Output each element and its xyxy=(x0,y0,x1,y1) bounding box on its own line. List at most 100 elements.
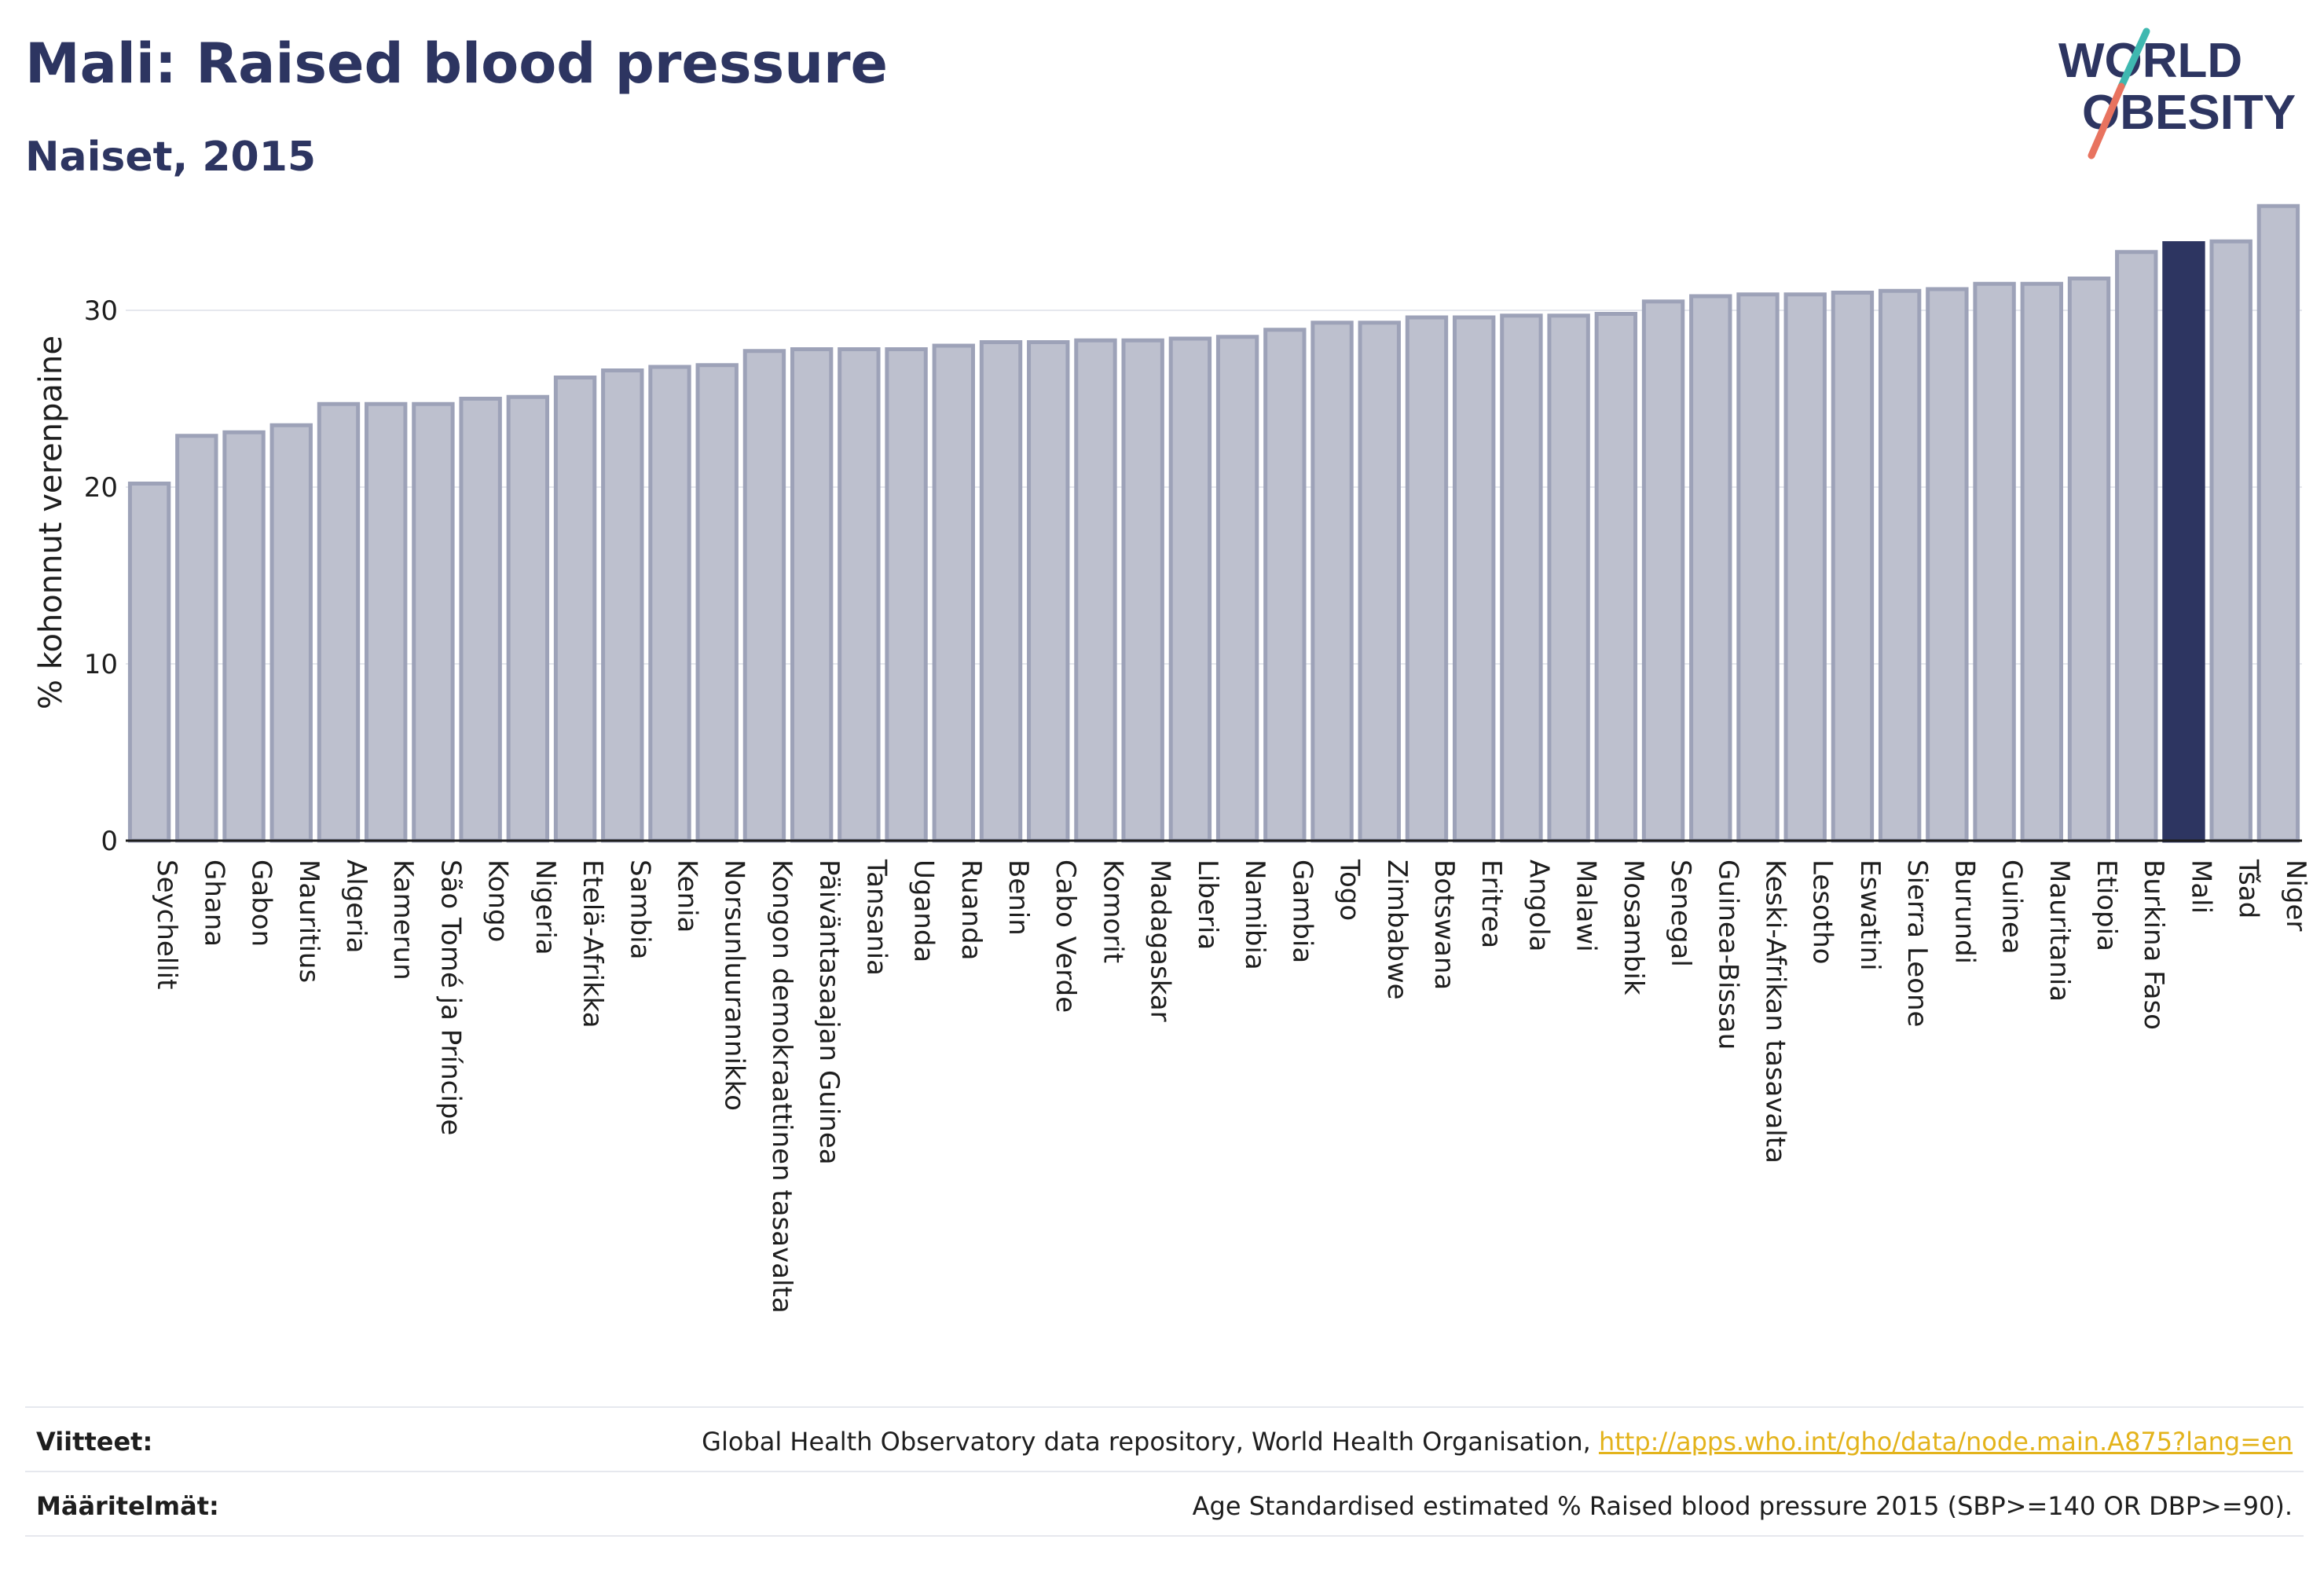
x-tick-label: Gambia xyxy=(1286,859,1318,963)
bar xyxy=(648,365,691,843)
x-tick-label: Angola xyxy=(1523,859,1554,951)
bar xyxy=(742,349,786,843)
x-tick-label: Mali xyxy=(2185,859,2216,914)
x-tick-label: Niger xyxy=(2280,859,2311,931)
bar xyxy=(838,347,881,843)
bar xyxy=(2115,250,2158,843)
definitions-text: Age Standardised estimated % Raised bloo… xyxy=(1192,1491,2293,1521)
bar xyxy=(695,363,739,843)
bar xyxy=(1878,288,1922,843)
x-tick-label: Keski-Afrikan tasavalta xyxy=(1760,859,1791,1164)
x-tick-label: Guinea xyxy=(1996,859,2028,955)
bar xyxy=(790,347,834,843)
logo-slash-coral xyxy=(2088,82,2125,159)
bar xyxy=(1783,292,1827,843)
page-subtitle: Naiset, 2015 xyxy=(25,134,317,181)
y-tick-label: 0 xyxy=(101,826,118,857)
logo-line1: WORLD xyxy=(2058,34,2242,88)
bar xyxy=(459,397,502,843)
bar xyxy=(1831,291,1875,843)
logo-slash-teal xyxy=(2117,27,2150,90)
bar xyxy=(1121,338,1164,843)
bar xyxy=(1215,335,1259,843)
references-text: Global Health Observatory data repositor… xyxy=(702,1427,2293,1457)
x-tick-label: Etiopia xyxy=(2091,859,2122,951)
x-tick-label: Kongon demokraattinen tasavalta xyxy=(766,859,797,1314)
x-tick-label: Burkina Faso xyxy=(2138,859,2169,1030)
bar xyxy=(127,482,171,843)
bar xyxy=(601,368,644,843)
bar xyxy=(1263,328,1307,843)
y-axis-title: % kohonnut verenpaine xyxy=(33,335,69,709)
y-tick-label: 10 xyxy=(84,649,118,680)
x-tick-label: Etelä-Afrikka xyxy=(577,859,608,1028)
x-tick-label: Nigeria xyxy=(530,859,561,955)
y-tick-label: 20 xyxy=(84,472,118,504)
x-tick-label: Ruanda xyxy=(955,859,987,960)
x-tick-label: Algeria xyxy=(340,859,372,953)
x-tick-label: Sierra Leone xyxy=(1901,859,1933,1027)
x-tick-label: Seychellit xyxy=(151,859,182,989)
references-link[interactable]: http://apps.who.int/gho/data/node.main.A… xyxy=(1598,1427,2293,1457)
bar xyxy=(1500,313,1543,843)
bar xyxy=(1405,315,1449,843)
bar xyxy=(1689,294,1732,843)
bar xyxy=(2067,277,2111,843)
x-tick-label: Liberia xyxy=(1192,859,1223,950)
x-tick-label: Eswatini xyxy=(1854,859,1886,971)
x-tick-label: Tšad xyxy=(2233,859,2264,918)
x-tick-label: Kenia xyxy=(672,859,703,933)
bar xyxy=(885,347,928,843)
bar xyxy=(979,340,1023,843)
bar xyxy=(222,430,266,843)
x-tick-label: Mauritania xyxy=(2044,859,2075,1002)
bar-chart: 0 10 20 30 % kohonnut verenpaine Seychellit Gh… xyxy=(33,203,2311,1314)
x-tick-label: Guinea-Bissau xyxy=(1712,859,1743,1050)
bar xyxy=(1594,312,1638,843)
bar xyxy=(2256,203,2300,843)
footer-divider-top xyxy=(25,1406,2304,1408)
bar xyxy=(1641,299,1685,843)
x-tick-label: São Tomé ja Príncipe xyxy=(434,859,466,1135)
references-source: Global Health Observatory data repositor… xyxy=(702,1427,1591,1457)
x-tick-label: Tansania xyxy=(860,859,892,976)
bar xyxy=(412,401,455,843)
bar xyxy=(269,423,313,843)
x-tick-label: Päiväntasaajan Guinea xyxy=(813,859,845,1165)
x-tick-label: Ghana xyxy=(198,859,229,947)
x-tick-label: Mauritius xyxy=(293,859,324,983)
x-tick-label: Norsunluurannikko xyxy=(719,859,750,1111)
bar xyxy=(1973,281,2016,843)
bar xyxy=(1926,287,1969,843)
footer-divider-bottom xyxy=(25,1535,2304,1537)
x-tick-label: Lesotho xyxy=(1807,859,1838,964)
x-tick-label: Komorit xyxy=(1097,859,1128,963)
bar xyxy=(506,394,550,843)
bar xyxy=(317,401,361,843)
bar xyxy=(1310,321,1354,843)
bar xyxy=(2162,241,2205,843)
definitions-label: Määritelmät: xyxy=(36,1491,219,1521)
bar xyxy=(1736,292,1780,843)
x-tick-label: Sambia xyxy=(624,859,655,959)
x-tick-label: Senegal xyxy=(1665,859,1696,967)
x-tick-label: Kongo xyxy=(482,859,514,942)
x-tick-label: Madagaskar xyxy=(1145,859,1176,1022)
bar xyxy=(1358,321,1401,843)
x-tick-label: Malawi xyxy=(1571,859,1602,952)
references-label: Viitteet: xyxy=(36,1427,153,1457)
bar xyxy=(175,434,218,843)
bar xyxy=(2020,281,2063,843)
x-tick-label: Namibia xyxy=(1239,859,1270,970)
footer-divider-middle xyxy=(25,1471,2304,1472)
bar xyxy=(553,376,597,843)
x-tick-label: Togo xyxy=(1334,859,1365,921)
x-tick-label: Kamerun xyxy=(387,859,419,980)
bar xyxy=(1074,338,1117,843)
bar xyxy=(2209,239,2253,843)
x-tick-label: Mosambik xyxy=(1618,859,1649,995)
bar xyxy=(365,401,408,843)
bar xyxy=(932,343,975,843)
x-tick-label: Eritrea xyxy=(1475,859,1507,948)
bar xyxy=(1547,313,1590,843)
